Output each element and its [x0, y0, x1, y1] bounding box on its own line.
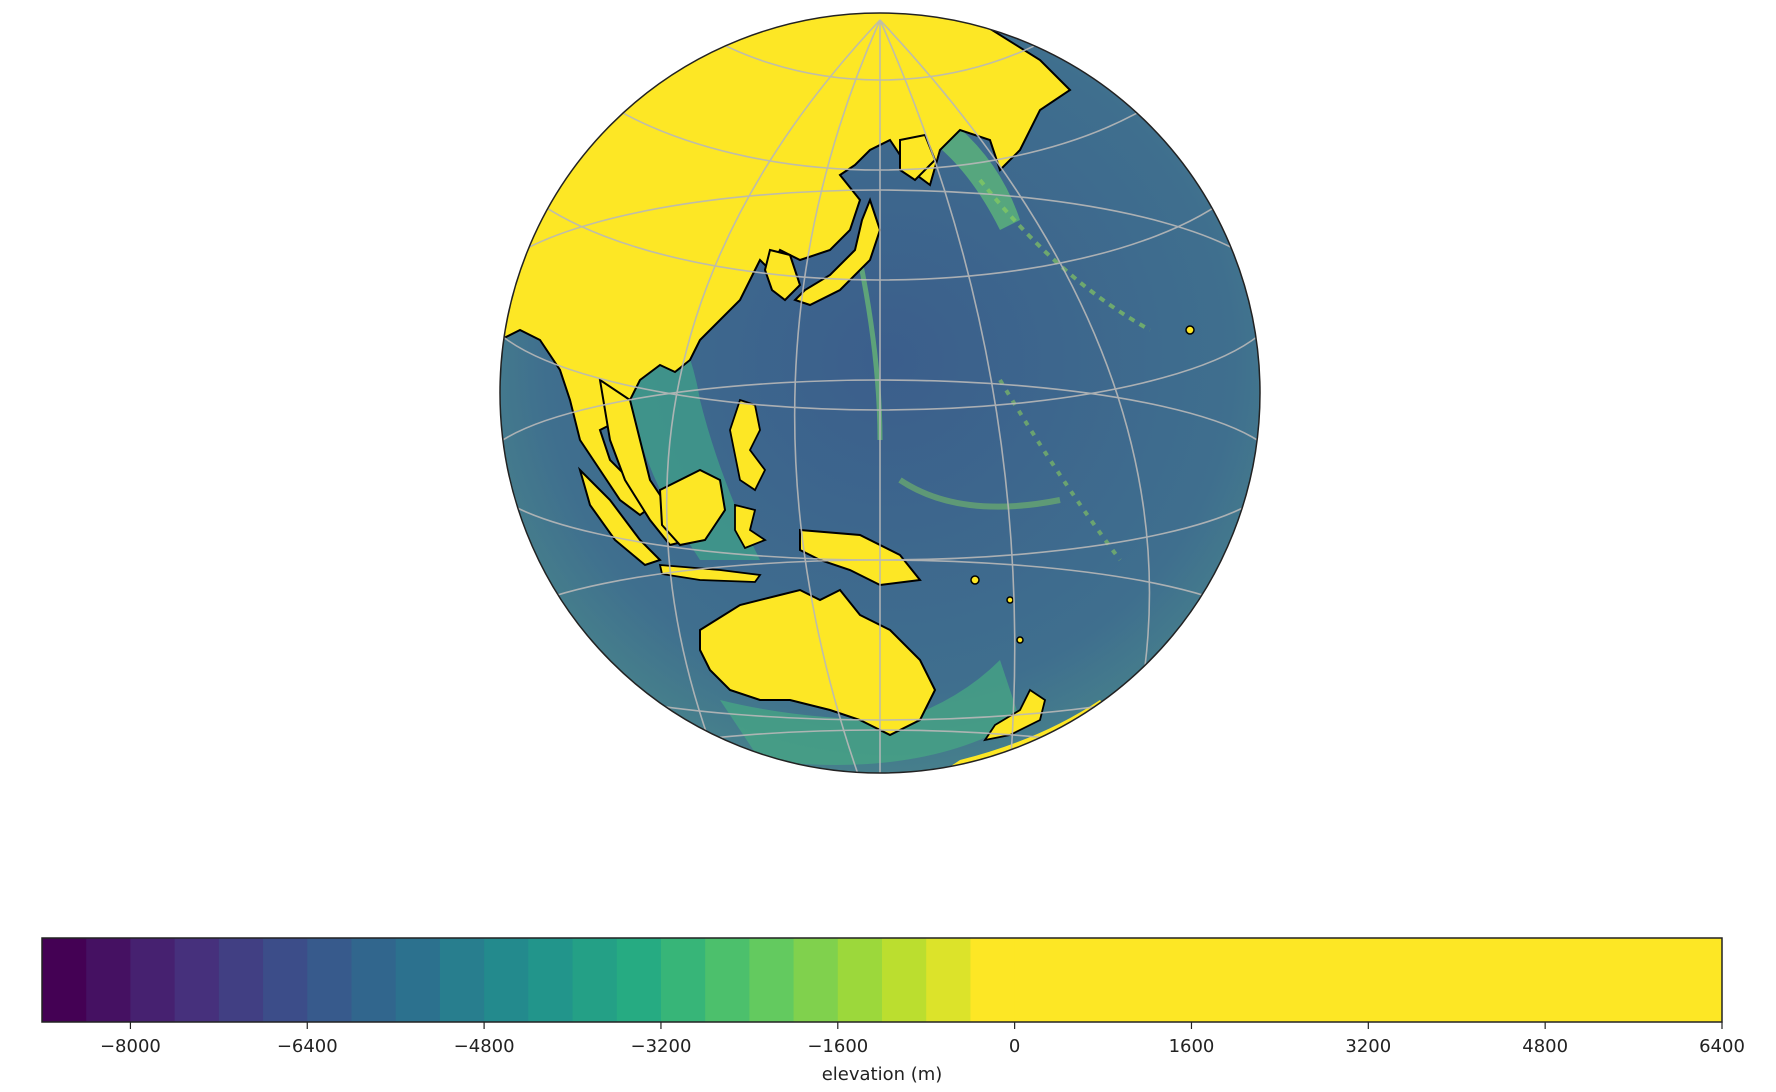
colorbar-level: [440, 938, 485, 1022]
colorbar-level: [882, 938, 927, 1022]
colorbar-tick-label: 1600: [1169, 1036, 1215, 1057]
colorbar-tick-label: 3200: [1345, 1036, 1391, 1057]
colorbar-tick-label: 4800: [1522, 1036, 1568, 1057]
colorbar-level: [794, 938, 839, 1022]
colorbar-tick-label: −4800: [454, 1036, 515, 1057]
colorbar-level: [617, 938, 662, 1022]
colorbar-level: [1015, 938, 1722, 1022]
colorbar-ticks: −8000 −6400 −4800 −3200 −1600 0 1600 3200 4800 64…: [100, 1022, 1745, 1057]
colorbar-level: [351, 938, 396, 1022]
colorbar-level: [705, 938, 750, 1022]
colorbar-level: [86, 938, 131, 1022]
colorbar-tick-label: 0: [1009, 1036, 1020, 1057]
colorbar-level: [749, 938, 794, 1022]
colorbar-level: [307, 938, 352, 1022]
colorbar-level: [263, 938, 308, 1022]
colorbar-tick-label: −1600: [807, 1036, 868, 1057]
colorbar-level: [926, 938, 971, 1022]
colorbar-tick-label: −6400: [277, 1036, 338, 1057]
colorbar-level: [838, 938, 883, 1022]
colorbar-level: [573, 938, 618, 1022]
colorbar-level: [175, 938, 220, 1022]
colorbar-tick-label: 6400: [1699, 1036, 1745, 1057]
colorbar-tick-label: −8000: [100, 1036, 161, 1057]
colorbar-level: [219, 938, 264, 1022]
colorbar-tick-label: −3200: [631, 1036, 692, 1057]
colorbar-level: [484, 938, 529, 1022]
colorbar-swatches: [42, 938, 1722, 1022]
colorbar-level: [970, 938, 1015, 1022]
colorbar-label: elevation (m): [822, 1064, 943, 1085]
colorbar-level: [396, 938, 441, 1022]
colorbar-level: [661, 938, 706, 1022]
colorbar-level: [528, 938, 573, 1022]
colorbar-level: [42, 938, 87, 1022]
colorbar-level: [130, 938, 175, 1022]
